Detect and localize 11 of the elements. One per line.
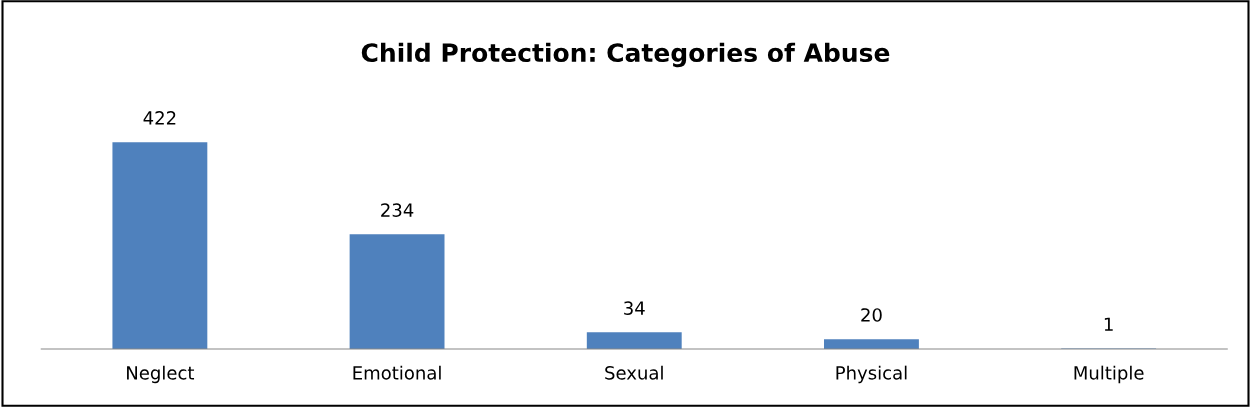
- data-label: 422: [143, 111, 176, 125]
- x-tick-label: Emotional: [353, 365, 441, 380]
- x-tick-label: Multiple: [1074, 365, 1144, 384]
- x-tick-label: Physical: [836, 365, 907, 384]
- data-label: 1: [1104, 317, 1113, 331]
- x-tick-label: Neglect: [127, 365, 195, 384]
- x-tick-label: Sexual: [605, 365, 663, 380]
- data-label: 234: [381, 203, 414, 217]
- data-label: 20: [861, 308, 882, 322]
- chart-title: Child Protection: Categories of Abuse: [361, 42, 890, 68]
- data-label: 34: [624, 301, 645, 315]
